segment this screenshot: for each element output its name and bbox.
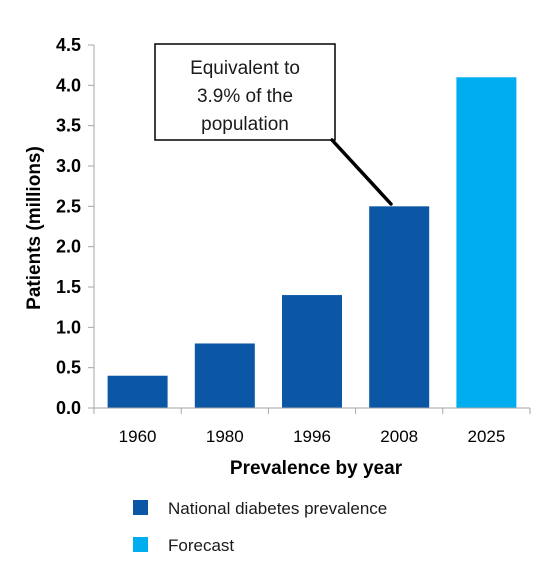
callout-pointer <box>330 138 393 206</box>
callout-line: 3.9% of the <box>197 86 293 107</box>
x-axis: 1960 1980 1996 2008 2025 <box>93 407 531 446</box>
y-tick-label: 0.0 <box>56 398 81 418</box>
callout-line: Equivalent to <box>190 58 300 79</box>
x-axis-title: Prevalence by year <box>230 458 403 479</box>
y-tick-label: 2.0 <box>56 237 81 257</box>
callout-line: population <box>201 114 289 135</box>
x-tick-label: 2025 <box>467 427 505 446</box>
legend-swatch-national <box>133 500 148 515</box>
y-tick-label: 0.5 <box>56 358 81 378</box>
legend: National diabetes prevalence Forecast <box>133 499 387 555</box>
y-axis-title: Patients (millions) <box>24 146 45 310</box>
bar-1980 <box>194 343 255 408</box>
bar-2008 <box>369 206 430 408</box>
x-tick-label: 1996 <box>293 427 331 446</box>
bar-1960 <box>107 375 168 408</box>
bar-1996 <box>282 295 342 408</box>
y-tick-label: 4.0 <box>56 75 81 95</box>
bar-2025 <box>456 77 517 409</box>
callout-box <box>154 43 336 141</box>
legend-label-national: National diabetes prevalence <box>168 499 387 518</box>
legend-label-forecast: Forecast <box>168 536 234 555</box>
y-axis: 0.0 0.5 1.0 1.5 2.0 2.5 3.0 3.5 4.0 4.5 <box>56 35 95 418</box>
x-tick-label: 1980 <box>206 427 244 446</box>
x-tick-label: 1960 <box>119 427 157 446</box>
y-tick-label: 1.5 <box>56 277 81 297</box>
y-tick-label: 3.0 <box>56 156 81 176</box>
y-tick-label: 1.0 <box>56 317 81 337</box>
callout-annotation: Equivalent to 3.9% of the population <box>154 43 393 206</box>
x-tick-label: 2008 <box>380 427 418 446</box>
bars <box>107 77 517 409</box>
y-tick-label: 2.5 <box>56 196 81 216</box>
y-tick-label: 4.5 <box>56 35 81 55</box>
y-tick-label: 3.5 <box>56 116 81 136</box>
legend-swatch-forecast <box>133 537 148 552</box>
